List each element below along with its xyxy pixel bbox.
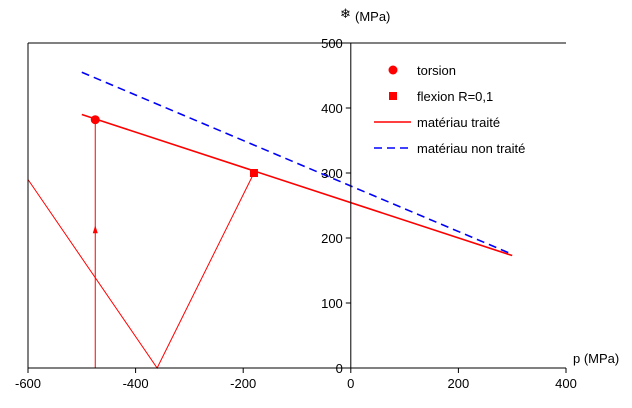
- series-line: [81, 113, 513, 257]
- y-tick-label: 0: [336, 361, 343, 376]
- y-tick-label: 200: [321, 231, 343, 246]
- x-tick-label: -200: [230, 376, 256, 391]
- axes: [27, 42, 567, 373]
- flexion-marker: [249, 169, 258, 177]
- x-tick-label: 200: [448, 376, 470, 391]
- loading-path: [27, 172, 255, 369]
- legend-label: matériau traité: [417, 115, 500, 130]
- legend-entry: torsion: [388, 63, 456, 78]
- y-tick-label: 500: [321, 36, 343, 51]
- x-tick-label: 0: [347, 376, 354, 391]
- legend-entry: flexion R=0,1: [389, 89, 493, 104]
- y-axis-symbol: ❄: [340, 6, 351, 21]
- y-axis-label-text: (MPa): [355, 9, 390, 24]
- x-axis-label: p (MPa): [573, 351, 619, 366]
- y-tick-label: 400: [321, 101, 343, 116]
- legend-symbol: [389, 92, 397, 100]
- series-markers: [90, 115, 258, 177]
- legend-entry: matériau non traité: [374, 141, 525, 156]
- legend-entry: matériau traité: [374, 115, 500, 130]
- legend: torsion flexion R=0,1 matériau traité matér…: [374, 63, 525, 156]
- x-tick-label: 400: [555, 376, 577, 391]
- legend-label: torsion: [417, 63, 456, 78]
- legend-symbol: [388, 65, 398, 75]
- y-tick-label: 300: [321, 166, 343, 181]
- loading-paths: [27, 119, 255, 369]
- tick-labels: -600 -400 -200 0 200 400 0 100 200 300 400 500: [15, 36, 577, 391]
- loading-arrow: [92, 225, 98, 234]
- legend-label: flexion R=0,1: [417, 89, 493, 104]
- y-axis-label: ❄ (MPa): [340, 6, 390, 24]
- series-lines: [81, 71, 513, 257]
- torsion-marker: [90, 115, 100, 125]
- x-tick-label: -400: [123, 376, 149, 391]
- legend-label: matériau non traité: [417, 141, 525, 156]
- x-tick-label: -600: [15, 376, 41, 391]
- y-tick-label: 100: [321, 296, 343, 311]
